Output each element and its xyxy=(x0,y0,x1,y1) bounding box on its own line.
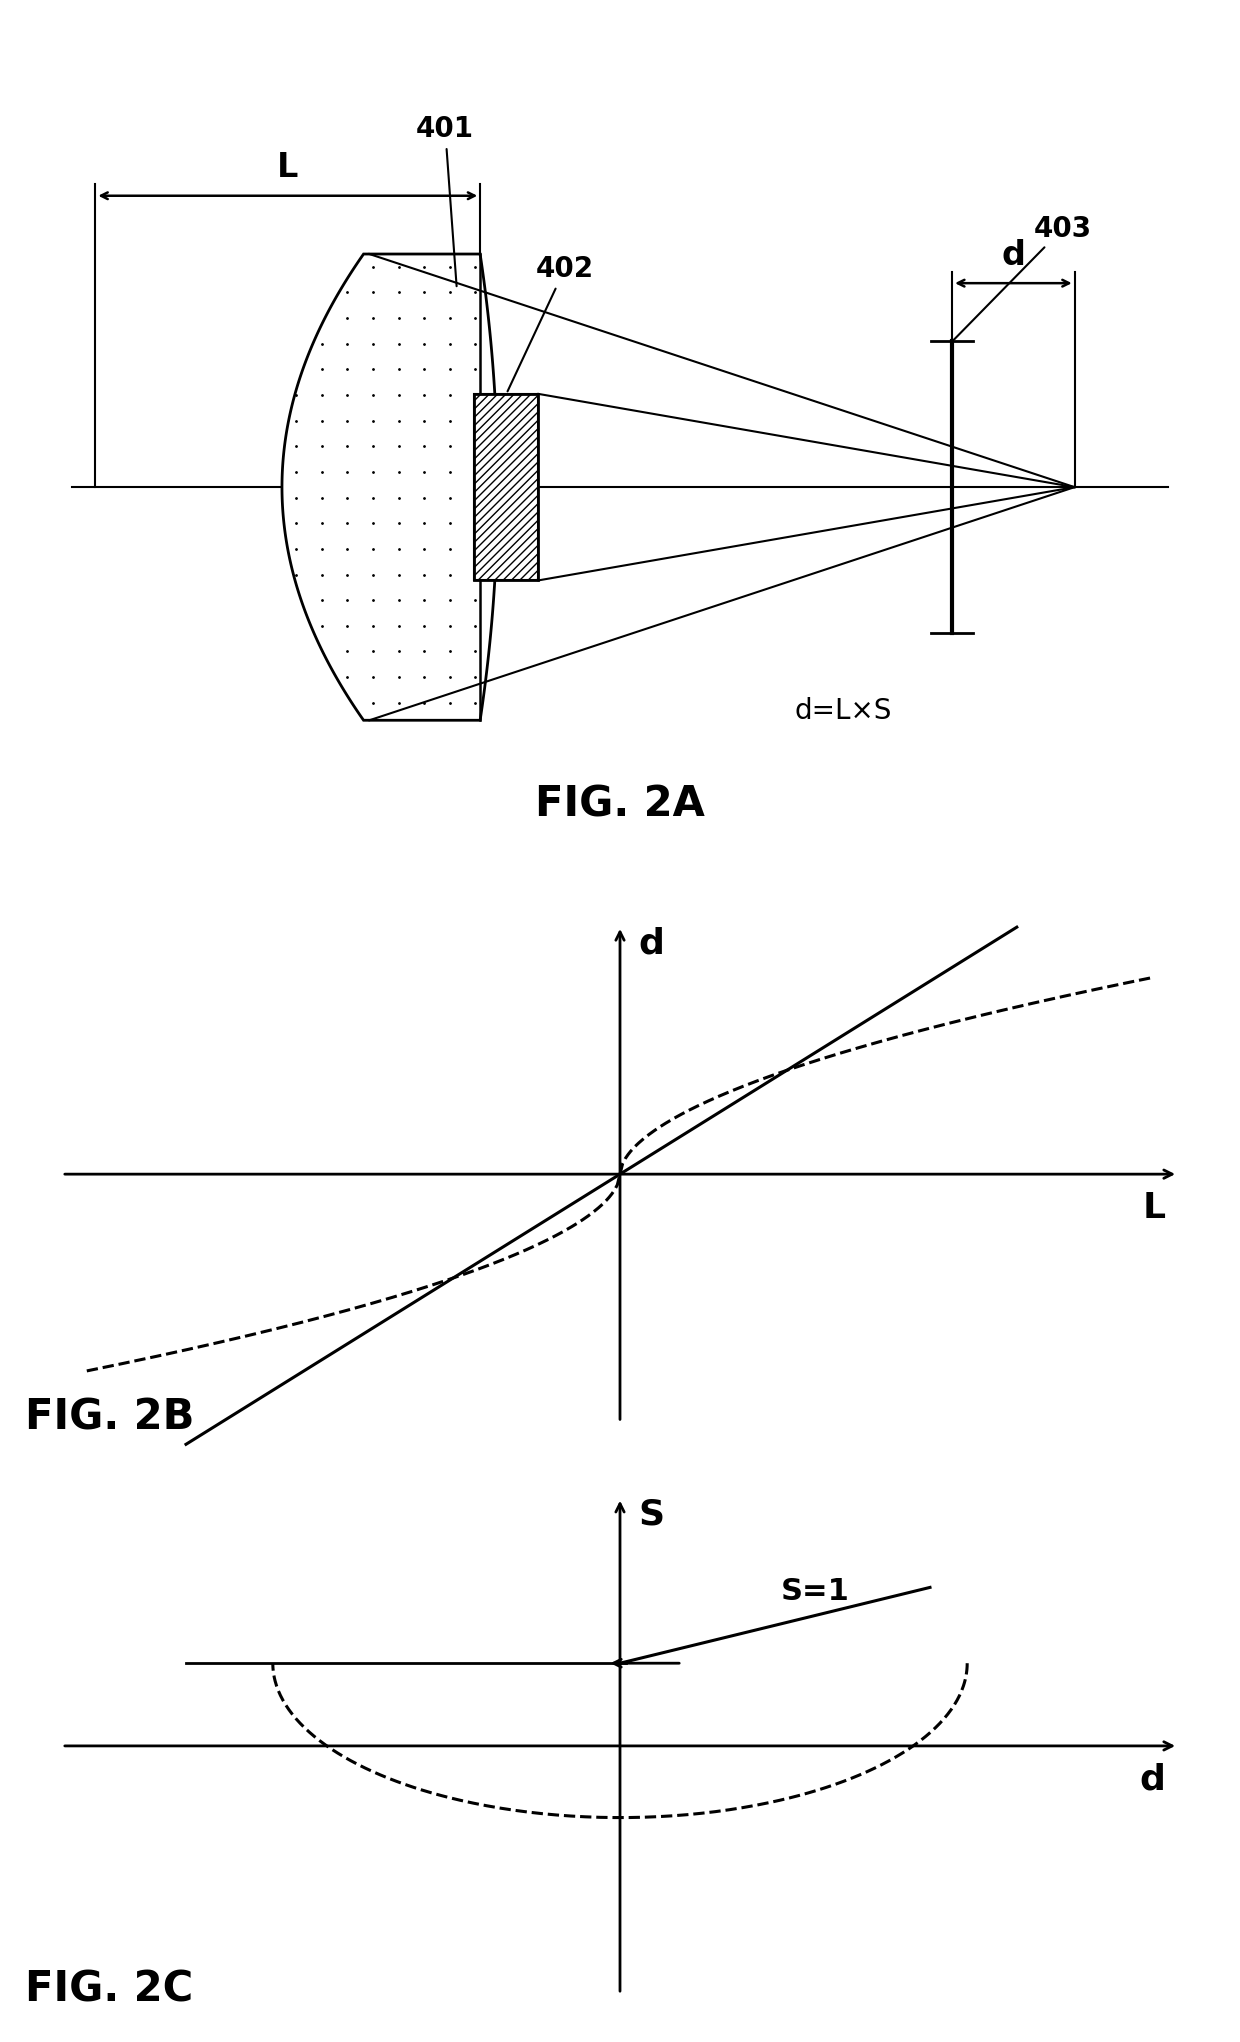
Text: FIG. 2C: FIG. 2C xyxy=(25,1968,193,2011)
Text: 403: 403 xyxy=(954,214,1092,339)
Text: L: L xyxy=(277,151,299,184)
Text: FIG. 2A: FIG. 2A xyxy=(536,784,704,825)
Polygon shape xyxy=(474,394,538,580)
Text: d=L×S: d=L×S xyxy=(795,696,893,725)
Text: FIG. 2B: FIG. 2B xyxy=(25,1397,195,1440)
Text: 402: 402 xyxy=(507,255,594,392)
Text: d: d xyxy=(639,927,665,960)
Text: 401: 401 xyxy=(417,116,474,286)
Polygon shape xyxy=(281,253,497,721)
Text: S=1: S=1 xyxy=(781,1576,851,1607)
Text: S: S xyxy=(639,1497,665,1532)
Text: d: d xyxy=(1140,1762,1166,1797)
Text: d: d xyxy=(1002,239,1025,272)
Text: L: L xyxy=(1142,1190,1166,1225)
